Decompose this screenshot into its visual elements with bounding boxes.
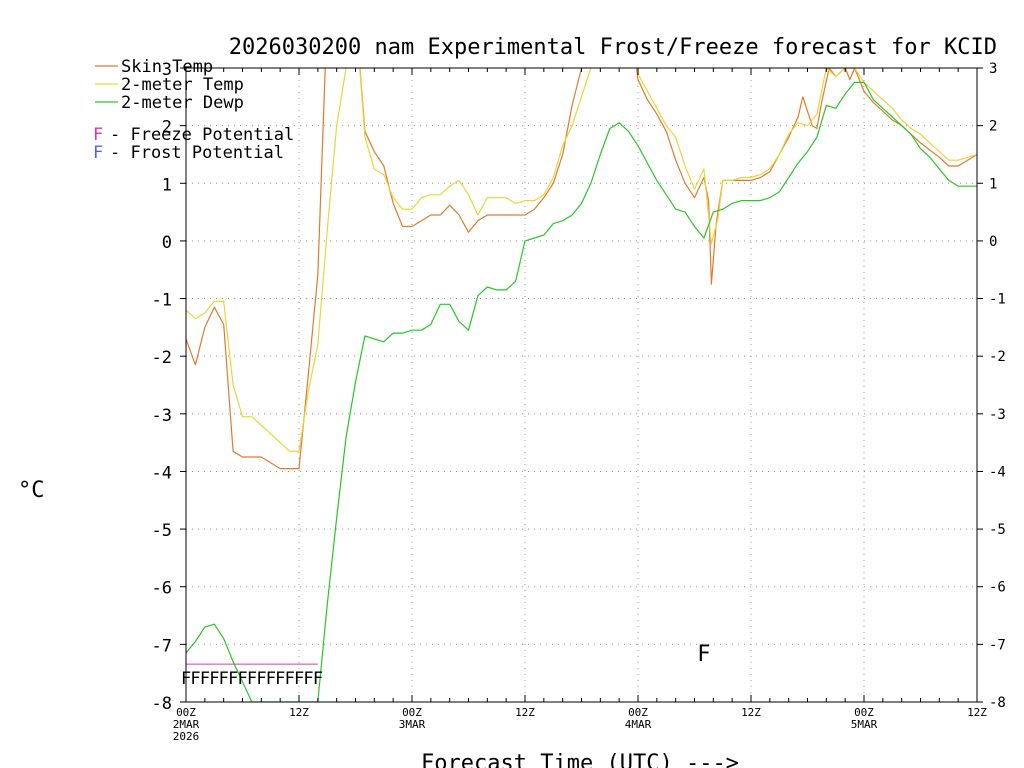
x-tick-label: 00Z — [402, 706, 422, 719]
freeze-marker: F — [247, 669, 257, 689]
x-tick-label: 3MAR — [399, 718, 426, 731]
x-tick-label: 00Z — [854, 706, 874, 719]
frost-marker: F — [697, 642, 710, 667]
x-tick-label: 4MAR — [625, 718, 652, 731]
series-2-meter-dewp — [186, 81, 977, 702]
y-tick-label-right: -4 — [989, 464, 1006, 480]
y-tick-label-right: 0 — [989, 234, 997, 250]
y-tick-label-right: -3 — [989, 407, 1006, 423]
x-tick-label: 12Z — [741, 706, 761, 719]
y-tick-label: 0 — [162, 233, 172, 253]
freeze-marker: F — [256, 669, 266, 689]
freeze-marker: F — [238, 669, 248, 689]
y-tick-label-right: 2 — [989, 119, 997, 135]
y-tick-label: 3 — [162, 60, 172, 80]
x-tick-label: 12Z — [967, 706, 987, 719]
x-tick-label: 12Z — [289, 706, 309, 719]
y-tick-label-right: -2 — [989, 349, 1006, 365]
x-tick-label: 2MAR — [173, 718, 200, 731]
y-tick-label-right: -6 — [989, 580, 1006, 596]
legend-label: - Frost Potential — [110, 143, 284, 163]
freeze-marker: F — [200, 669, 210, 689]
legend-label: 2-meter Dewp — [121, 93, 244, 113]
x-tick-label: 00Z — [176, 706, 196, 719]
plot-frame — [185, 67, 978, 703]
series-2-meter-temp — [186, 68, 977, 452]
freeze-marker: F — [313, 669, 323, 689]
x-axis-label: Forecast Time (UTC) ---> — [421, 751, 739, 768]
y-tick-label: -8 — [152, 694, 172, 714]
x-tick-label: 5MAR — [851, 718, 878, 731]
legend-marker: F — [93, 143, 103, 163]
chart-title: 2026030200 nam Experimental Frost/Freeze… — [229, 35, 997, 60]
y-tick-label: 1 — [162, 175, 172, 195]
freeze-marker: F — [266, 669, 276, 689]
series-lines — [186, 68, 977, 702]
y-tick-label-right: -7 — [989, 637, 1006, 653]
freeze-marker: F — [285, 669, 295, 689]
y-tick-label: -1 — [152, 291, 172, 311]
x-tick-label: 2026 — [173, 730, 200, 743]
freeze-marker: F — [303, 669, 313, 689]
y-axis-label: °C — [18, 478, 45, 503]
y-tick-label: -4 — [152, 463, 172, 483]
axis-ticks: -8 -8 -7 -7 -6 -6 -5 -5 -4 -4 -3 -3 -2 -2 -1 -1 0 0 1 1 2 2 3 3… — [152, 60, 1006, 743]
y-tick-label-right: -8 — [989, 695, 1006, 711]
freeze-marker: F — [190, 669, 200, 689]
legend-marker: F — [93, 125, 103, 145]
y-tick-label: -2 — [152, 348, 172, 368]
x-tick-label: 12Z — [515, 706, 535, 719]
y-tick-label-right: 3 — [989, 61, 997, 77]
y-tick-label-right: 1 — [989, 176, 997, 192]
potential-markers: F F F F F F F F F F F F F F FF — [181, 642, 711, 689]
y-tick-label-right: -1 — [989, 292, 1006, 308]
grid-lines — [186, 68, 977, 702]
legend-label: - Freeze Potential — [110, 125, 294, 145]
y-tick-label: -3 — [152, 406, 172, 426]
x-tick-label: 00Z — [628, 706, 648, 719]
freeze-marker: F — [209, 669, 219, 689]
legend-label: Skin Temp — [121, 57, 213, 77]
legend-label: 2-meter Temp — [121, 75, 244, 95]
y-tick-label-right: -5 — [989, 522, 1006, 538]
freeze-marker: F — [219, 669, 229, 689]
y-tick-label: -5 — [152, 521, 172, 541]
y-tick-label: 2 — [162, 118, 172, 138]
freeze-marker: F — [275, 669, 285, 689]
freeze-marker: F — [294, 669, 304, 689]
y-tick-label: -7 — [152, 636, 172, 656]
freeze-marker: F — [228, 669, 238, 689]
y-tick-label: -6 — [152, 579, 172, 599]
series-skin-temp — [186, 68, 977, 470]
